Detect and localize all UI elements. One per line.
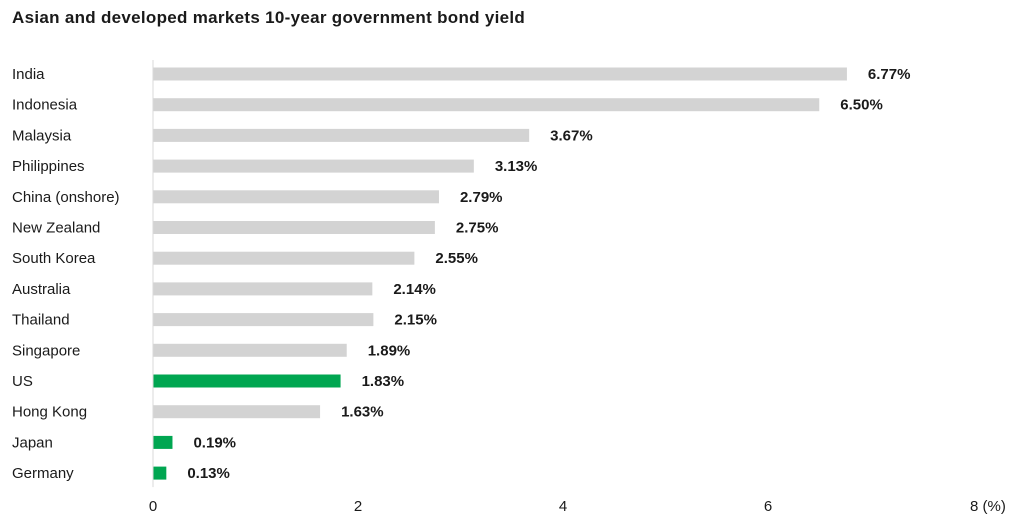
- category-label-japan: Japan: [12, 434, 53, 451]
- value-label-singapore: 1.89%: [368, 342, 411, 359]
- labels-layer: India 6.77% Indonesia 6.50% Malaysia 3.67% Phi…: [12, 66, 910, 482]
- bar-india: [153, 67, 847, 81]
- x-tick-label-2: 4: [559, 498, 567, 515]
- bar-malaysia: [153, 128, 530, 142]
- category-label-australia: Australia: [12, 281, 71, 298]
- value-label-indonesia: 6.50%: [840, 97, 883, 114]
- category-label-indonesia: Indonesia: [12, 97, 78, 114]
- category-label-singapore: Singapore: [12, 342, 80, 359]
- category-label-hong-kong: Hong Kong: [12, 404, 87, 421]
- bar-germany: [153, 466, 167, 480]
- value-label-us: 1.83%: [362, 373, 405, 390]
- x-tick-label-0: 0: [149, 498, 157, 515]
- bar-thailand: [153, 313, 374, 327]
- bar-singapore: [153, 343, 347, 357]
- x-tick-label-4: 8 (%): [970, 498, 1006, 515]
- category-label-india: India: [12, 66, 45, 83]
- bar-china-onshore: [153, 190, 439, 204]
- bar-south-korea: [153, 251, 415, 265]
- category-label-south-korea: South Korea: [12, 250, 96, 267]
- bar-indonesia: [153, 98, 820, 112]
- bar-australia: [153, 282, 373, 296]
- value-label-india: 6.77%: [868, 66, 911, 83]
- bars-layer: [153, 67, 847, 480]
- value-label-thailand: 2.15%: [394, 312, 437, 329]
- category-label-new-zealand: New Zealand: [12, 220, 100, 237]
- value-label-malaysia: 3.67%: [550, 127, 593, 144]
- chart-title: Asian and developed markets 10-year gove…: [12, 8, 526, 27]
- value-label-south-korea: 2.55%: [435, 250, 478, 267]
- value-label-new-zealand: 2.75%: [456, 220, 499, 237]
- value-label-germany: 0.13%: [187, 465, 230, 482]
- x-tick-label-1: 2: [354, 498, 362, 515]
- category-label-china-onshore: China (onshore): [12, 189, 120, 206]
- value-label-japan: 0.19%: [193, 434, 236, 451]
- value-label-philippines: 3.13%: [495, 158, 538, 175]
- bar-us: [153, 374, 341, 388]
- category-label-philippines: Philippines: [12, 158, 85, 175]
- category-label-malaysia: Malaysia: [12, 127, 72, 144]
- value-label-australia: 2.14%: [393, 281, 436, 298]
- category-label-germany: Germany: [12, 465, 74, 482]
- category-label-us: US: [12, 373, 33, 390]
- value-label-china-onshore: 2.79%: [460, 189, 503, 206]
- bar-japan: [153, 435, 173, 449]
- value-label-hong-kong: 1.63%: [341, 404, 384, 421]
- bar-new-zealand: [153, 221, 435, 234]
- bar-philippines: [153, 159, 474, 173]
- x-axis: 0 2 4 6 8 (%): [149, 60, 1006, 515]
- x-tick-label-3: 6: [764, 498, 772, 515]
- bar-hong-kong: [153, 405, 321, 419]
- category-label-thailand: Thailand: [12, 312, 70, 329]
